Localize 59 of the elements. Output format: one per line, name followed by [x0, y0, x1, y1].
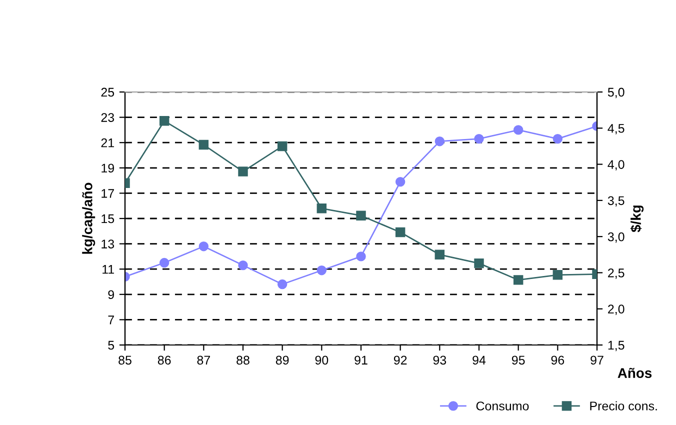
- y-tick-label: 25: [101, 88, 114, 97]
- y2-tick-label: 5,0: [608, 88, 624, 98]
- y-tick-label: 9: [108, 290, 114, 300]
- point: [159, 258, 170, 268]
- y2-tick-label: 2,0: [608, 304, 624, 315]
- point: [316, 204, 327, 214]
- point: [434, 136, 445, 146]
- x-tick-label: 86: [158, 356, 171, 365]
- x-tick-label: 94: [472, 356, 486, 365]
- y-tick-label: 23: [101, 113, 114, 122]
- point: [395, 176, 406, 187]
- y2-tick-label: 4,5: [608, 124, 624, 134]
- point: [513, 125, 524, 135]
- x-tick-label: 91: [354, 356, 368, 365]
- x-tick-label: 97: [590, 356, 604, 365]
- point: [238, 260, 248, 270]
- point: [316, 266, 327, 276]
- y-axis-title: kg/cap/año: [82, 182, 96, 254]
- point: [277, 279, 288, 290]
- point: [198, 241, 209, 252]
- y2-tick-label: 1,5: [608, 340, 624, 352]
- point: [238, 166, 248, 176]
- point: [198, 140, 209, 150]
- legend-label: Consumo: [476, 402, 529, 410]
- y-tick-label: 19: [102, 164, 114, 173]
- y-tick-label: 5: [108, 340, 114, 350]
- x-tick-label: 87: [197, 356, 210, 365]
- x-tick-label: 88: [236, 356, 250, 365]
- point: [356, 210, 366, 220]
- x-tick-label: 95: [512, 356, 525, 365]
- y-tick-label: 13: [102, 240, 114, 248]
- x-tick-label: 92: [394, 356, 407, 365]
- y2-tick-label: 2,5: [608, 268, 624, 279]
- point: [277, 141, 288, 152]
- legend-label: Precio cons.: [590, 401, 657, 410]
- y-tick-label: 11: [102, 265, 114, 274]
- point: [513, 275, 524, 285]
- y-tick-label: 15: [102, 214, 114, 224]
- x-tick-label: 89: [276, 356, 289, 365]
- x-tick-label: 96: [551, 356, 564, 365]
- point: [434, 250, 445, 260]
- point: [356, 252, 366, 262]
- x-tick-label: 93: [433, 356, 446, 365]
- point: [474, 134, 484, 144]
- point: [552, 134, 563, 144]
- y2-tick-label: 4,0: [608, 160, 624, 170]
- x-axis-title: Años: [618, 368, 652, 378]
- y-tick-label: 7: [108, 316, 114, 324]
- y2-axis-title: $/kg: [630, 206, 644, 232]
- point: [395, 227, 406, 238]
- y-tick-label: 21: [101, 138, 114, 148]
- point: [159, 116, 170, 126]
- x-tick-label: 85: [118, 356, 132, 365]
- y-tick-label: 17: [102, 189, 114, 198]
- y2-tick-label: 3,0: [608, 232, 624, 243]
- x-tick-label: 90: [315, 356, 328, 365]
- point: [474, 258, 484, 268]
- y2-tick-label: 3,5: [608, 196, 624, 207]
- point: [552, 270, 563, 280]
